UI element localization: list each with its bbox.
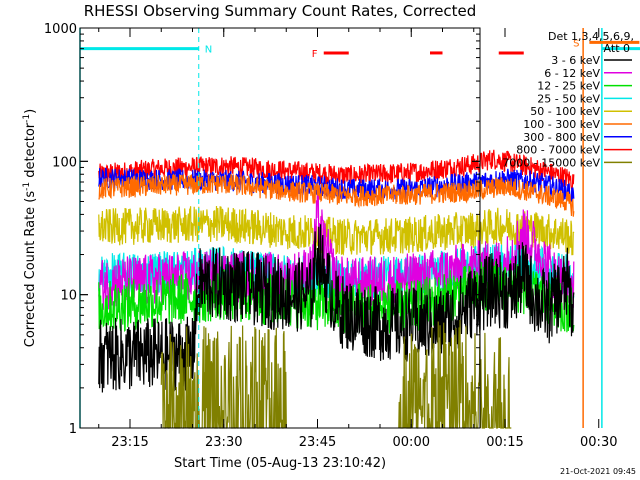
chart-title: RHESSI Observing Summary Count Rates, Co… (84, 2, 477, 20)
plot-frame (79, 27, 481, 429)
x-tick-label: 23:45 (299, 435, 336, 450)
x-tick-label: 00:30 (580, 435, 617, 450)
axes: 1 10 100 1000 23:15 23:30 23:45 00:00 00:15 00:30… (44, 22, 618, 450)
x-tick-label: 23:15 (111, 435, 148, 450)
y-axis-label-part: detector (23, 122, 38, 182)
y-axis-label-part: Corrected Count Rate (s (23, 191, 38, 348)
x-tick-label: 00:00 (393, 435, 430, 450)
legend-label: 50 - 100 keV (530, 105, 600, 118)
legend-detectors: Det 1,3,4,5,6,9, (548, 30, 634, 43)
y-tick-label: 10 (60, 289, 77, 304)
series-line-6-12-kev (98, 195, 575, 310)
y-axis-label-part: ) (23, 109, 38, 114)
y-axis-label-exponent: -1 (22, 182, 32, 191)
series-line-800-7000-kev (98, 149, 575, 192)
y-tick-label: 100 (52, 155, 77, 170)
saa-label: S (573, 38, 579, 49)
series-line-100-300-kev (98, 173, 575, 217)
y-tick-label: 1000 (44, 22, 77, 37)
y-tick-label: 1 (69, 422, 77, 437)
series-line-3-6-kev (98, 224, 575, 393)
y-axis-label-exponent: -1 (22, 114, 32, 123)
plot-area (98, 149, 575, 429)
legend-label: 100 - 300 keV (523, 118, 600, 131)
y-axis-label: Corrected Count Rate (s-1 detector-1) (22, 109, 38, 347)
legend-label: 6 - 12 keV (544, 67, 600, 80)
legend-label: 300 - 800 keV (523, 131, 600, 144)
legend-label: 12 - 25 keV (537, 80, 600, 93)
night-label: N (205, 45, 212, 56)
legend-label: 7000 - 15000 keV (502, 156, 600, 169)
legend-label: 25 - 50 keV (537, 92, 600, 105)
series-line-50-100-kev (98, 205, 575, 256)
legend-label: 3 - 6 keV (551, 54, 600, 67)
legend-attenuator: Att 0 (604, 42, 630, 55)
flare-label: F (312, 49, 318, 60)
x-tick-label: 00:15 (486, 435, 523, 450)
legend-label: 800 - 7000 keV (516, 144, 600, 157)
x-tick-label: 23:30 (205, 435, 242, 450)
x-axis-label: Start Time (05-Aug-13 23:10:42) (174, 456, 386, 471)
generated-timestamp: 21-Oct-2021 09:45 (560, 467, 636, 476)
